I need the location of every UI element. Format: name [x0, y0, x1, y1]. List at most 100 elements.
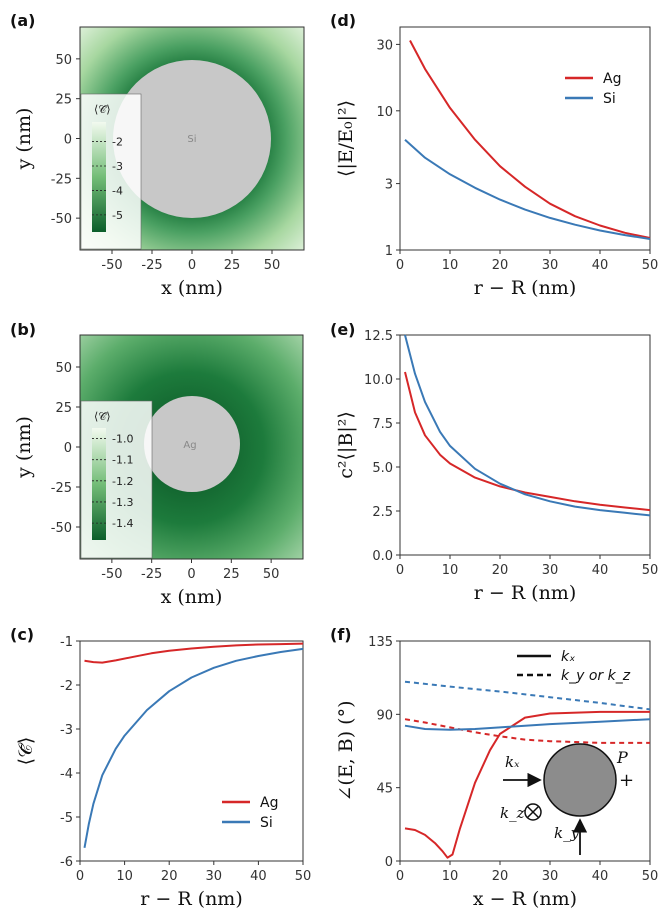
kz-label: k_z — [500, 804, 525, 822]
y-tick-label: -25 — [51, 172, 72, 187]
series-line-si — [404, 138, 651, 240]
x-tick-label: 50 — [642, 563, 659, 578]
x-tick-label: 50 — [642, 869, 659, 884]
x-tick-label: 0 — [188, 258, 196, 273]
y-axis-label: ⟨𝒞̄⟩ — [15, 737, 37, 766]
colorbar-b — [92, 428, 106, 540]
si-particle — [113, 60, 271, 218]
y-tick-label: 45 — [376, 782, 393, 797]
kz-into-page-icon — [524, 803, 542, 821]
x-tick-label: 20 — [492, 563, 509, 578]
y-tick-label: -6 — [60, 855, 73, 870]
kx-label: kₓ — [505, 753, 520, 771]
y-tick-label: 25 — [55, 93, 72, 108]
plot-frame — [399, 26, 651, 251]
colorbar-tick-label: -5 — [112, 209, 123, 222]
colorbar-a — [92, 122, 106, 232]
x-tick-label: 30 — [542, 563, 559, 578]
colorbar-ticks-a: -2 -3 -4 -5 — [92, 136, 123, 222]
colorbar-box-a — [80, 93, 142, 250]
y-axis-label: ∠(E, B) (°) — [335, 700, 357, 801]
y-tick-label: 10.0 — [364, 373, 393, 388]
x-tick-label: -25 — [141, 258, 162, 273]
y-tick-label: 12.5 — [364, 329, 393, 344]
x-tick-label: 20 — [492, 258, 509, 273]
x-tick-label: 40 — [592, 563, 609, 578]
colorbar-tick-label: -1.0 — [112, 433, 133, 446]
x-tick-label: 50 — [295, 869, 312, 884]
inset-schematic: kₓ k_y k_z P + — [500, 743, 634, 855]
y-tick-label: -5 — [60, 811, 73, 826]
ag-particle — [144, 396, 240, 492]
y-tick-label: 3 — [385, 178, 393, 193]
x-axis-label: r − R (nm) — [140, 888, 243, 910]
x-tick-label: 30 — [542, 869, 559, 884]
series-line-ag — [84, 642, 304, 664]
panel-a: (a) Si ⟨𝒞̄⟩ -2 -3 -4 -5 -50 -25 0 25 50 50 25 0 -25… — [10, 11, 305, 299]
y-axis-label: y (nm) — [13, 108, 35, 171]
y-tick-label: -2 — [60, 679, 73, 694]
x-axis-label: r − R (nm) — [474, 582, 577, 604]
axes-d: 0 10 20 30 40 50 1 3 10 30 r − R (nm) ⟨|E/E₀|²⟩ Ag Si — [335, 26, 659, 299]
x-tick-label: 50 — [263, 567, 280, 582]
x-tick-label: 25 — [223, 567, 240, 582]
x-tick-label: 30 — [542, 258, 559, 273]
x-tick-label: 10 — [442, 258, 459, 273]
series-line-ag — [404, 371, 651, 512]
x-tick-label: 0 — [187, 567, 195, 582]
panel-d: (d) 0 10 20 30 40 50 1 3 10 30 r − R (nm) ⟨|E/E₀|²⟩… — [330, 11, 658, 299]
panel-e-label: (e) — [330, 320, 355, 339]
x-tick-label: -25 — [141, 567, 162, 582]
plot-frame — [79, 640, 304, 862]
x-tick-label: 50 — [642, 258, 659, 273]
panel-e: (e) 0 10 20 30 40 50 0.0 2.5 5.0 7.5 10.0 12.5 r − R… — [330, 320, 658, 604]
series-line-ag — [409, 40, 651, 239]
legend-label-ag: Ag — [603, 71, 621, 87]
colorbar-tick-label: -3 — [112, 160, 123, 173]
panel-f-label: (f) — [330, 625, 352, 644]
y-tick-label: 2.5 — [372, 505, 393, 520]
x-tick-label: 10 — [442, 869, 459, 884]
x-tick-label: 20 — [492, 869, 509, 884]
y-tick-label: 0.0 — [372, 549, 393, 564]
x-tick-label: 40 — [250, 869, 267, 884]
panel-d-label: (d) — [330, 11, 356, 30]
series-line-si-solid — [404, 718, 651, 731]
colorbar-tick-label: -1.4 — [112, 517, 133, 530]
y-tick-label: 10 — [376, 105, 393, 120]
x-tick-label: 0 — [396, 258, 404, 273]
x-tick-label: 25 — [224, 258, 241, 273]
x-tick-label: 10 — [442, 563, 459, 578]
x-tick-label: 40 — [592, 869, 609, 884]
x-tick-label: 20 — [161, 869, 178, 884]
y-tick-label: -50 — [51, 212, 72, 227]
y-tick-label: 25 — [55, 401, 72, 416]
y-axis-label: c²⟨|B|²⟩ — [335, 411, 357, 478]
ky-label: k_y — [554, 824, 580, 842]
point-p-marker: + — [619, 770, 634, 791]
axes-b: -50 -25 0 25 50 50 25 0 -25 -50 x (nm) y (nm) — [13, 361, 279, 608]
panel-a-label: (a) — [10, 11, 35, 30]
x-tick-label: 10 — [116, 869, 133, 884]
panel-b-label: (b) — [10, 320, 36, 339]
x-tick-label: 40 — [592, 258, 609, 273]
y-axis-label: ⟨|E/E₀|²⟩ — [335, 100, 357, 177]
panel-c: (c) 0 10 20 30 40 50 -1 -2 -3 -4 -5 -6 r − R (nm) ⟨𝒞̄… — [10, 625, 311, 910]
panel-c-label: (c) — [10, 625, 34, 644]
legend-label-ky-or-kz: k_y or k_z — [561, 668, 631, 684]
series-line-ag-dashed — [404, 718, 650, 744]
legend-label-si: Si — [603, 91, 616, 107]
panel-b: (b) Ag ⟨𝒞̄⟩ -1.0 -1.1 -1.2 -1.3 -1.4 -50 -25 0… — [10, 320, 304, 608]
series-line-si-dashed — [404, 680, 651, 711]
legend-label-ag: Ag — [260, 795, 278, 811]
x-axis-label: r − R (nm) — [474, 277, 577, 299]
colorbar-tick-label: -1.2 — [112, 475, 133, 488]
y-tick-label: 50 — [55, 361, 72, 376]
x-tick-label: 0 — [396, 869, 404, 884]
plot-frame — [399, 640, 651, 862]
inset-particle — [543, 743, 617, 817]
x-axis-label: x (nm) — [161, 586, 223, 608]
colorbar-tick-label: -1.3 — [112, 496, 133, 509]
x-tick-label: -50 — [101, 567, 122, 582]
x-tick-label: 50 — [264, 258, 281, 273]
